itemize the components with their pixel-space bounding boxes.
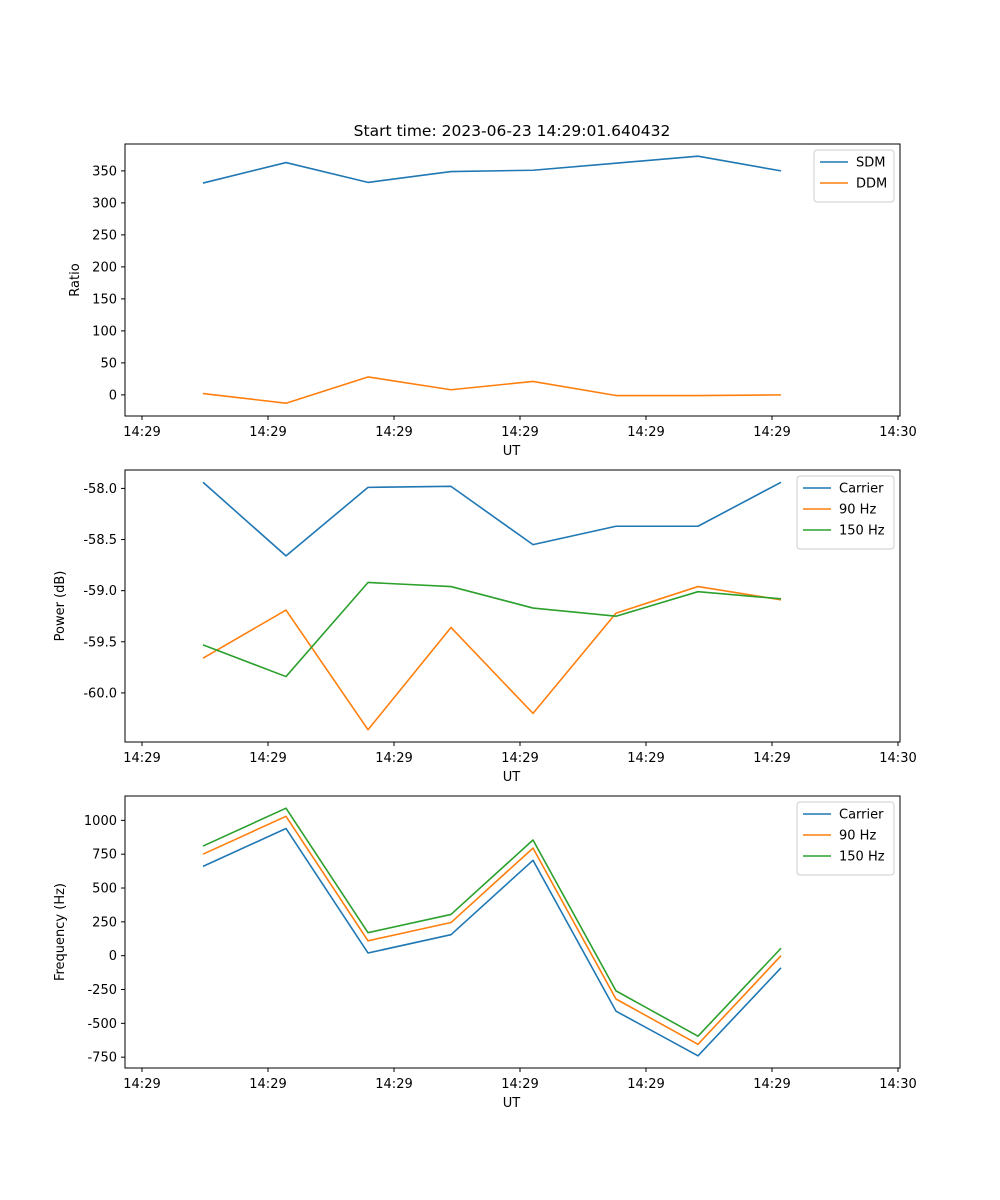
legend-label: 90 Hz bbox=[839, 829, 876, 844]
power-panel: -58.0 -58.5 -59.0 -59.5 -60.0 14:29 14:29 14:29… bbox=[53, 469, 917, 785]
x-axis-label: UT bbox=[503, 1096, 521, 1111]
legend-label: 150 Hz bbox=[839, 850, 885, 865]
legend-label: Carrier bbox=[839, 482, 884, 497]
x-tick-label: 14:29 bbox=[753, 1077, 790, 1092]
y-tick-label: 350 bbox=[92, 164, 117, 179]
y-tick-label: 150 bbox=[92, 292, 117, 307]
axes-frame bbox=[124, 795, 901, 1069]
y-tick-label: 200 bbox=[92, 260, 117, 275]
x-axis-label: UT bbox=[503, 444, 521, 459]
series-line-carrier bbox=[202, 481, 782, 557]
x-tick-label: 14:29 bbox=[375, 425, 412, 440]
axes-frame bbox=[124, 143, 901, 417]
x-tick-label: 14:30 bbox=[879, 1077, 916, 1092]
legend-label: 90 Hz bbox=[839, 503, 876, 518]
x-tick-label: 14:29 bbox=[501, 751, 538, 766]
y-axis-label: Power (dB) bbox=[53, 571, 68, 642]
y-tick-label: -59.5 bbox=[83, 635, 117, 650]
x-tick-label: 14:29 bbox=[753, 751, 790, 766]
y-tick-label: -750 bbox=[87, 1051, 117, 1066]
legend bbox=[813, 149, 895, 203]
x-tick-label: 14:29 bbox=[627, 751, 664, 766]
y-tick-label: -60.0 bbox=[83, 686, 117, 701]
x-tick-label: 14:29 bbox=[753, 425, 790, 440]
legend-label: SDM bbox=[856, 156, 885, 171]
series-line-sdm bbox=[202, 155, 782, 184]
x-tick-label: 14:29 bbox=[123, 425, 160, 440]
y-tick-label: 100 bbox=[92, 324, 117, 339]
x-tick-label: 14:30 bbox=[879, 751, 916, 766]
y-tick-label: -59.0 bbox=[83, 584, 117, 599]
y-tick-label: 0 bbox=[109, 388, 117, 403]
y-tick-label: 750 bbox=[92, 848, 117, 863]
x-tick-label: 14:29 bbox=[501, 1077, 538, 1092]
x-tick-label: 14:29 bbox=[627, 1077, 664, 1092]
y-tick-label: 300 bbox=[92, 196, 117, 211]
x-tick-label: 14:29 bbox=[249, 1077, 286, 1092]
y-tick-label: -58.5 bbox=[83, 533, 117, 548]
y-axis-label: Frequency (Hz) bbox=[53, 883, 68, 981]
x-tick-label: 14:29 bbox=[249, 751, 286, 766]
series-line-90-hz bbox=[202, 815, 782, 1046]
series-line-ddm bbox=[202, 376, 782, 405]
y-tick-label: 250 bbox=[92, 228, 117, 243]
y-tick-label: 50 bbox=[100, 356, 117, 371]
axes-frame bbox=[124, 469, 901, 743]
series-line-150-hz bbox=[202, 807, 782, 1037]
y-tick-label: -250 bbox=[87, 983, 117, 998]
y-tick-label: -500 bbox=[87, 1017, 117, 1032]
x-axis-label: UT bbox=[503, 770, 521, 785]
series-line-carrier bbox=[202, 827, 782, 1057]
frequency-panel: 1000 750 500 250 0 -250 -500 -750 14:29 14:29 14:2… bbox=[53, 795, 917, 1111]
x-tick-label: 14:29 bbox=[123, 751, 160, 766]
x-tick-label: 14:29 bbox=[123, 1077, 160, 1092]
x-tick-label: 14:29 bbox=[375, 1077, 412, 1092]
x-tick-label: 14:29 bbox=[501, 425, 538, 440]
series-line-90-hz bbox=[202, 585, 782, 731]
y-axis-label: Ratio bbox=[68, 263, 83, 296]
x-tick-label: 14:29 bbox=[249, 425, 286, 440]
x-tick-label: 14:30 bbox=[879, 425, 916, 440]
series-line-150-hz bbox=[202, 581, 782, 678]
legend-label: DDM bbox=[856, 177, 887, 192]
legend-label: 150 Hz bbox=[839, 524, 885, 539]
chart-title: Start time: 2023-06-23 14:29:01.640432 bbox=[354, 122, 671, 140]
y-tick-label: -58.0 bbox=[83, 482, 117, 497]
legend-label: Carrier bbox=[839, 808, 884, 823]
x-tick-label: 14:29 bbox=[375, 751, 412, 766]
y-tick-label: 1000 bbox=[84, 814, 117, 829]
ratio-panel: 0 50 100 150 200 250 300 350 14:29 14:29 14:29 14:2… bbox=[68, 143, 917, 459]
y-tick-label: 500 bbox=[92, 882, 117, 897]
y-tick-label: 250 bbox=[92, 915, 117, 930]
x-tick-label: 14:29 bbox=[627, 425, 664, 440]
y-tick-label: 0 bbox=[109, 949, 117, 964]
